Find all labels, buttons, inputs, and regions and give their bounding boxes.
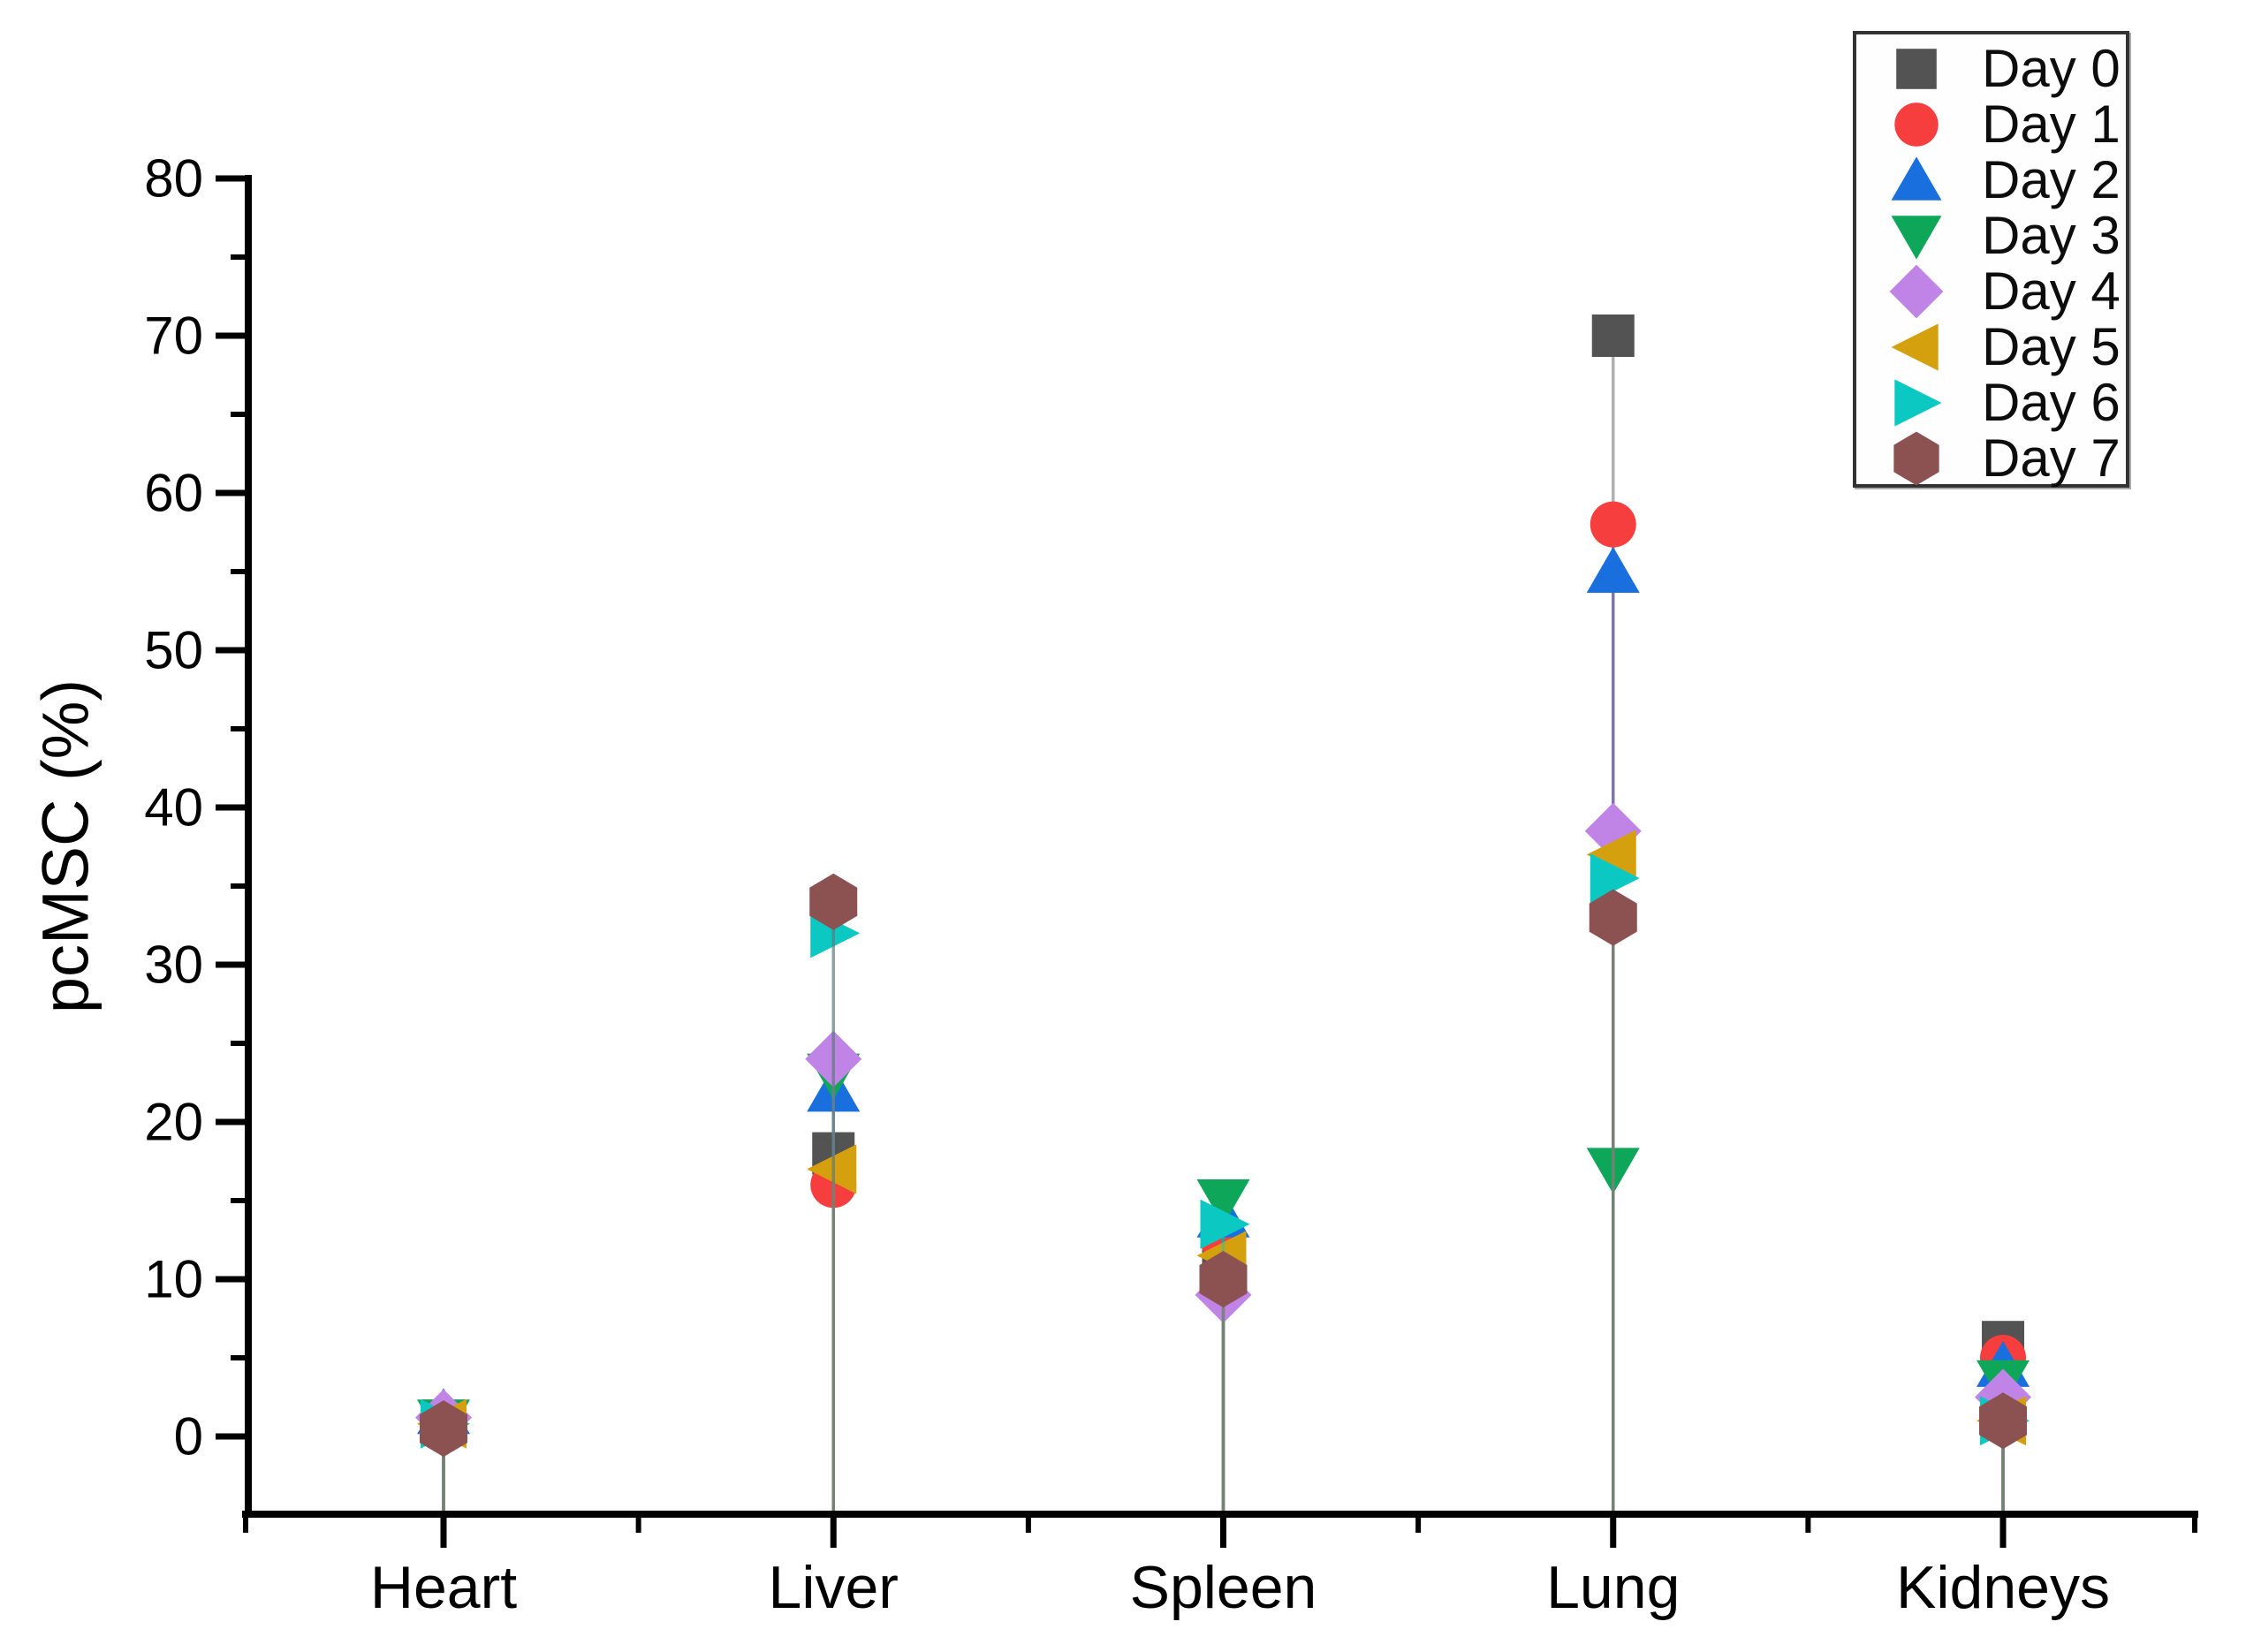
y-tick-label: 20 — [144, 1093, 203, 1152]
legend-marker-shape — [1894, 379, 1942, 427]
x-category-label: Lung — [1546, 1554, 1680, 1621]
legend-marker-shape — [1891, 323, 1939, 371]
circle-legend-icon — [1894, 102, 1939, 147]
y-axis-title: pcMSC (%) — [29, 679, 102, 1013]
marker-day3-spleen — [1196, 1179, 1250, 1225]
triangle-right-legend-icon — [1894, 379, 1942, 427]
legend-marker-shape — [1889, 264, 1944, 319]
legend-label: Day 2 — [1982, 150, 2121, 209]
legend-item-day-0: Day 0 — [1856, 39, 2126, 98]
y-tick-label: 80 — [144, 149, 203, 208]
x-axis-labels: Heart Liver Spleen Lung Kidneys — [370, 1554, 2110, 1621]
marker-day5-liver — [807, 1144, 857, 1194]
legend-label: Day 7 — [1982, 428, 2121, 488]
legend-marker-shape — [1891, 156, 1942, 201]
triangle-left-legend-icon — [1891, 323, 1939, 371]
x-category-label: Heart — [370, 1554, 517, 1621]
x-category-label: Liver — [769, 1554, 899, 1621]
marker-day0-lung — [1591, 314, 1635, 357]
legend-label: Day 6 — [1982, 373, 2121, 432]
triangle-down-legend-icon — [1891, 216, 1942, 260]
y-axis-ticks — [216, 175, 248, 1440]
y-tick-label: 0 — [174, 1407, 203, 1466]
marker-day7-lung — [1589, 889, 1637, 946]
legend-label: Day 0 — [1982, 39, 2121, 98]
triangle-up-legend-icon — [1891, 156, 1942, 201]
x-category-label: Spleen — [1130, 1554, 1317, 1621]
y-tick-label: 40 — [144, 778, 203, 837]
marker-day6-lung — [1590, 853, 1640, 904]
marker-day3-lung — [1586, 1148, 1640, 1194]
legend-item-day-7: Day 7 — [1856, 428, 2126, 488]
y-axis-labels: 0 10 20 30 40 50 60 70 80 — [144, 149, 203, 1466]
marker-day7-kidneys — [1979, 1392, 2027, 1450]
series-day7 — [420, 873, 2027, 1511]
series-day5 — [417, 830, 2026, 1511]
y-tick-label: 60 — [144, 464, 203, 523]
legend-item-day-4: Day 4 — [1856, 261, 2126, 321]
square-legend-icon — [1896, 49, 1937, 89]
legend-marker-shape — [1891, 216, 1942, 260]
y-tick-label: 10 — [144, 1250, 203, 1309]
diamond-legend-icon — [1889, 264, 1944, 319]
legend-item-day-1: Day 1 — [1856, 95, 2126, 154]
x-axis-ticks — [243, 1514, 2197, 1548]
marker-day6-spleen — [1200, 1199, 1250, 1249]
y-tick-label: 50 — [144, 621, 203, 680]
legend-item-day-5: Day 5 — [1856, 317, 2126, 376]
hexagon-legend-icon — [1893, 431, 1939, 486]
legend: Day 0 Day 1 Day 2 Day 3 Day 4 Day 5 Day 6 Day 7 — [1853, 31, 2129, 488]
legend-item-day-6: Day 6 — [1856, 373, 2126, 432]
y-tick-label: 30 — [144, 936, 203, 995]
legend-label: Day 3 — [1982, 206, 2121, 265]
legend-marker-shape — [1896, 49, 1937, 89]
data-layer — [415, 314, 2031, 1511]
legend-item-day-3: Day 3 — [1856, 206, 2126, 265]
legend-label: Day 4 — [1982, 261, 2121, 321]
legend-marker-shape — [1894, 102, 1939, 147]
y-tick-label: 70 — [144, 307, 203, 366]
x-category-label: Kidneys — [1896, 1554, 2110, 1621]
legend-marker-shape — [1893, 431, 1939, 486]
marker-day7-liver — [809, 873, 858, 930]
legend-label: Day 5 — [1982, 317, 2121, 376]
marker-day7-heart — [420, 1400, 467, 1458]
marker-day5-lung — [1586, 830, 1636, 880]
legend-label: Day 1 — [1982, 95, 2121, 154]
marker-day1-lung — [1590, 501, 1636, 548]
legend-item-day-2: Day 2 — [1856, 150, 2126, 209]
marker-day4-liver — [805, 1030, 862, 1087]
marker-day7-spleen — [1199, 1251, 1248, 1307]
marker-day2-lung — [1586, 547, 1640, 593]
